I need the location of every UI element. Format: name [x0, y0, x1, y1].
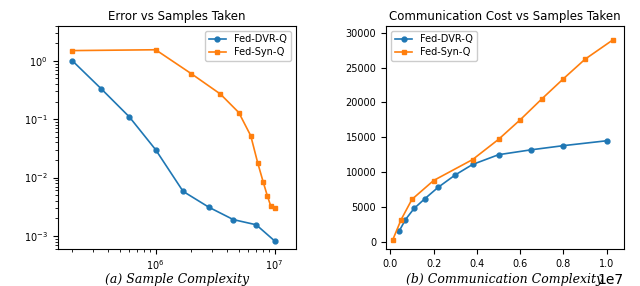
Legend: Fed-DVR-Q, Fed-Syn-Q: Fed-DVR-Q, Fed-Syn-Q	[205, 31, 291, 61]
Fed-DVR-Q	[603, 139, 611, 142]
Legend: Fed-DVR-Q, Fed-Syn-Q: Fed-DVR-Q, Fed-Syn-Q	[391, 31, 477, 61]
Fed-Syn-Q	[152, 48, 159, 51]
Fed-DVR-Q	[205, 206, 212, 209]
Fed-DVR-Q	[468, 163, 476, 166]
Fed-DVR-Q	[451, 173, 459, 177]
Fed-Syn-Q	[267, 205, 275, 208]
Fed-Syn-Q	[609, 38, 617, 41]
Fed-Syn-Q	[259, 180, 267, 183]
Fed-DVR-Q	[179, 190, 187, 193]
Fed-Syn-Q	[581, 57, 589, 61]
Fed-DVR-Q	[152, 148, 159, 151]
Fed-DVR-Q	[559, 144, 567, 147]
Fed-Syn-Q	[188, 72, 195, 76]
Fed-Syn-Q	[538, 97, 546, 101]
Fed-DVR-Q	[230, 218, 237, 221]
Fed-Syn-Q	[388, 239, 396, 242]
Fed-Syn-Q	[495, 138, 502, 141]
Text: (a) Sample Complexity: (a) Sample Complexity	[104, 273, 249, 286]
Fed-Syn-Q	[468, 158, 476, 161]
Title: Communication Cost vs Samples Taken: Communication Cost vs Samples Taken	[389, 10, 621, 23]
Fed-Syn-Q	[408, 198, 416, 201]
Line: Fed-Syn-Q: Fed-Syn-Q	[70, 47, 277, 210]
Fed-Syn-Q	[516, 118, 524, 122]
Fed-DVR-Q	[527, 148, 535, 152]
Fed-Syn-Q	[271, 206, 278, 210]
Line: Fed-Syn-Q: Fed-Syn-Q	[390, 37, 616, 243]
Fed-DVR-Q	[434, 186, 442, 189]
Fed-Syn-Q	[264, 194, 271, 198]
Text: (b) Communication Complexity: (b) Communication Complexity	[406, 273, 604, 286]
Line: Fed-DVR-Q: Fed-DVR-Q	[70, 58, 277, 243]
Fed-DVR-Q	[68, 59, 76, 63]
Fed-DVR-Q	[421, 197, 429, 200]
Fed-Syn-Q	[68, 49, 76, 52]
Fed-Syn-Q	[430, 179, 438, 182]
Fed-DVR-Q	[125, 115, 133, 118]
Fed-Syn-Q	[397, 218, 405, 221]
Fed-DVR-Q	[495, 153, 502, 156]
Fed-Syn-Q	[247, 134, 255, 138]
Fed-Syn-Q	[235, 111, 243, 114]
Fed-DVR-Q	[402, 218, 410, 221]
Fed-DVR-Q	[410, 207, 418, 210]
Fed-Syn-Q	[254, 161, 262, 164]
Fed-DVR-Q	[252, 223, 260, 227]
Fed-Syn-Q	[216, 92, 224, 96]
Fed-DVR-Q	[271, 239, 278, 243]
Title: Error vs Samples Taken: Error vs Samples Taken	[108, 10, 245, 23]
Fed-DVR-Q	[97, 87, 105, 91]
Line: Fed-DVR-Q: Fed-DVR-Q	[397, 138, 609, 234]
Fed-DVR-Q	[395, 230, 403, 233]
Fed-Syn-Q	[559, 77, 567, 80]
